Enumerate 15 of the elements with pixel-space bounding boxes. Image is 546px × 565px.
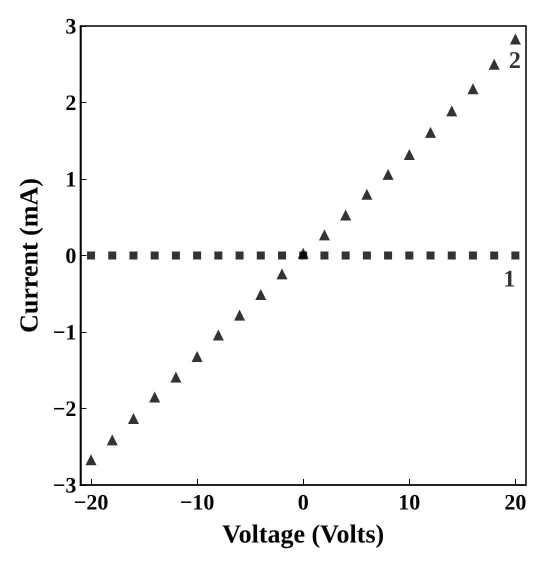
- y-tick-label: 1: [65, 166, 76, 192]
- x-tick-label: 0: [298, 490, 309, 514]
- y-axis-title: Current (mA): [14, 178, 44, 333]
- y-tick-label: −1: [52, 320, 76, 344]
- y-tick-label: 0: [65, 243, 76, 268]
- y-tick-label: 3: [65, 14, 76, 38]
- y-tick-label: −3: [52, 472, 76, 498]
- series-label: 2: [508, 48, 521, 74]
- y-tick-label: −2: [52, 396, 76, 421]
- x-tick-label: −10: [180, 490, 214, 514]
- x-axis-title: Voltage (Volts): [222, 520, 384, 548]
- series-label: 1: [503, 266, 516, 292]
- x-tick-label: 10: [398, 490, 420, 514]
- x-tick-label: 20: [504, 490, 526, 514]
- y-tick-label: 2: [65, 90, 76, 115]
